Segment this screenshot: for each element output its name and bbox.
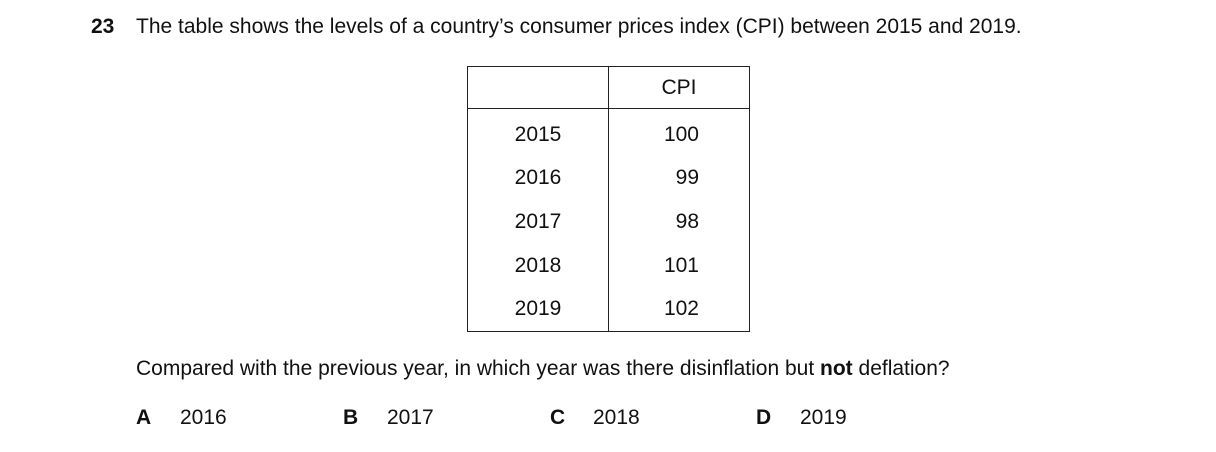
table-row: 2019 102 [467, 287, 750, 332]
year-cell: 2016 [467, 156, 609, 201]
question-stem: The table shows the levels of a country’… [136, 15, 1022, 38]
cpi-cell: 102 [663, 297, 699, 321]
option-d-letter[interactable]: D [756, 406, 772, 429]
cpi-cell: 98 [675, 209, 699, 233]
table-row: 2015 100 [467, 108, 750, 157]
question-prompt: Compared with the previous year, in whic… [136, 356, 950, 382]
prompt-text: Compared with the previous year, in whic… [136, 357, 821, 380]
cpi-cell: 101 [663, 253, 699, 277]
prompt-emphasis: not [820, 357, 853, 380]
table-row: 2018 101 [467, 243, 750, 288]
option-b-text[interactable]: 2017 [387, 406, 434, 429]
cpi-table: CPI 2015 100 2016 99 2017 98 2018 101 20… [467, 66, 750, 332]
question-number: 23 [91, 15, 115, 38]
option-d-text[interactable]: 2019 [800, 406, 847, 429]
year-cell: 2017 [467, 200, 609, 244]
table-header-row: CPI [467, 66, 750, 109]
option-a-letter[interactable]: A [136, 406, 152, 429]
option-b-letter[interactable]: B [343, 406, 359, 429]
year-cell: 2019 [467, 287, 609, 332]
table-row: 2017 98 [467, 200, 750, 244]
option-c-letter[interactable]: C [550, 406, 566, 429]
prompt-text-end: deflation? [852, 357, 950, 380]
header-cpi-cell: CPI [608, 66, 750, 109]
cpi-cell: 99 [675, 166, 699, 190]
option-c-text[interactable]: 2018 [593, 406, 640, 429]
year-cell: 2018 [467, 243, 609, 288]
table-row: 2016 99 [467, 156, 750, 201]
year-cell: 2015 [467, 108, 609, 157]
option-a-text[interactable]: 2016 [180, 406, 227, 429]
cpi-cell: 100 [663, 122, 699, 146]
header-year-cell [467, 66, 609, 109]
